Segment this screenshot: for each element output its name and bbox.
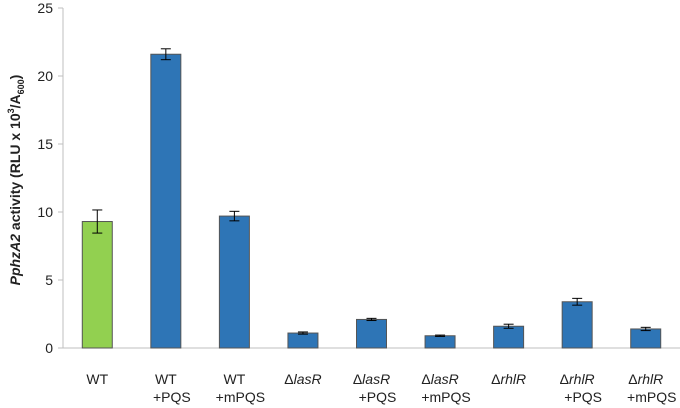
y-tick-label: 10 bbox=[37, 204, 53, 220]
x-tick-label: WT bbox=[86, 371, 108, 387]
x-tick-sublabel: +mPQS bbox=[627, 389, 676, 405]
x-tick-sublabel: +mPQS bbox=[216, 389, 265, 405]
y-axis-title: PphzA2 activity (RLU x 103/A600) bbox=[6, 75, 26, 286]
x-tick-sublabel: +PQS bbox=[153, 389, 191, 405]
x-tick-label: ΔrhlR bbox=[491, 371, 526, 387]
y-axis-title-mid: /A bbox=[7, 94, 23, 108]
y-axis-title-sub: 600 bbox=[16, 79, 26, 94]
x-tick-label: ΔrhlR bbox=[560, 371, 595, 387]
x-tick-sublabel: +mPQS bbox=[421, 389, 470, 405]
bar bbox=[81, 221, 113, 349]
y-tick-label: 5 bbox=[45, 272, 53, 288]
x-tick-label: ΔlasR bbox=[284, 371, 321, 387]
x-tick-label: ΔrhlR bbox=[628, 371, 663, 387]
bar bbox=[150, 53, 182, 349]
x-tick-label: ΔlasR bbox=[353, 371, 390, 387]
bar bbox=[218, 215, 250, 349]
bar bbox=[561, 301, 593, 349]
x-tick-label: WT bbox=[224, 371, 246, 387]
x-tick-sublabel: +PQS bbox=[359, 389, 397, 405]
y-axis-title-gene: PphzA2 bbox=[7, 234, 23, 286]
x-tick-label: ΔlasR bbox=[421, 371, 458, 387]
y-axis-title-sup: 3 bbox=[6, 108, 16, 113]
bar bbox=[493, 325, 525, 349]
y-tick-label: 25 bbox=[37, 0, 53, 16]
x-tick-sublabel: +PQS bbox=[564, 389, 602, 405]
y-tick-label: 15 bbox=[37, 136, 53, 152]
y-axis-title-end: ) bbox=[7, 75, 23, 80]
x-tick-label: WT bbox=[155, 371, 177, 387]
y-axis-title-main: activity (RLU x 10 bbox=[7, 113, 23, 234]
y-tick-label: 0 bbox=[45, 340, 53, 356]
bar bbox=[356, 318, 387, 349]
svg-text:PphzA2 activity (RLU x 103/A60: PphzA2 activity (RLU x 103/A600) bbox=[6, 75, 26, 286]
bar bbox=[287, 332, 319, 349]
y-tick-label: 20 bbox=[37, 68, 53, 84]
bar bbox=[630, 328, 662, 349]
bar bbox=[424, 335, 456, 349]
plot-area: 0 5 10 15 20 25 WT WT +PQS WT +mPQS ΔlasR ΔlasR +PQS Δ… bbox=[37, 0, 680, 405]
